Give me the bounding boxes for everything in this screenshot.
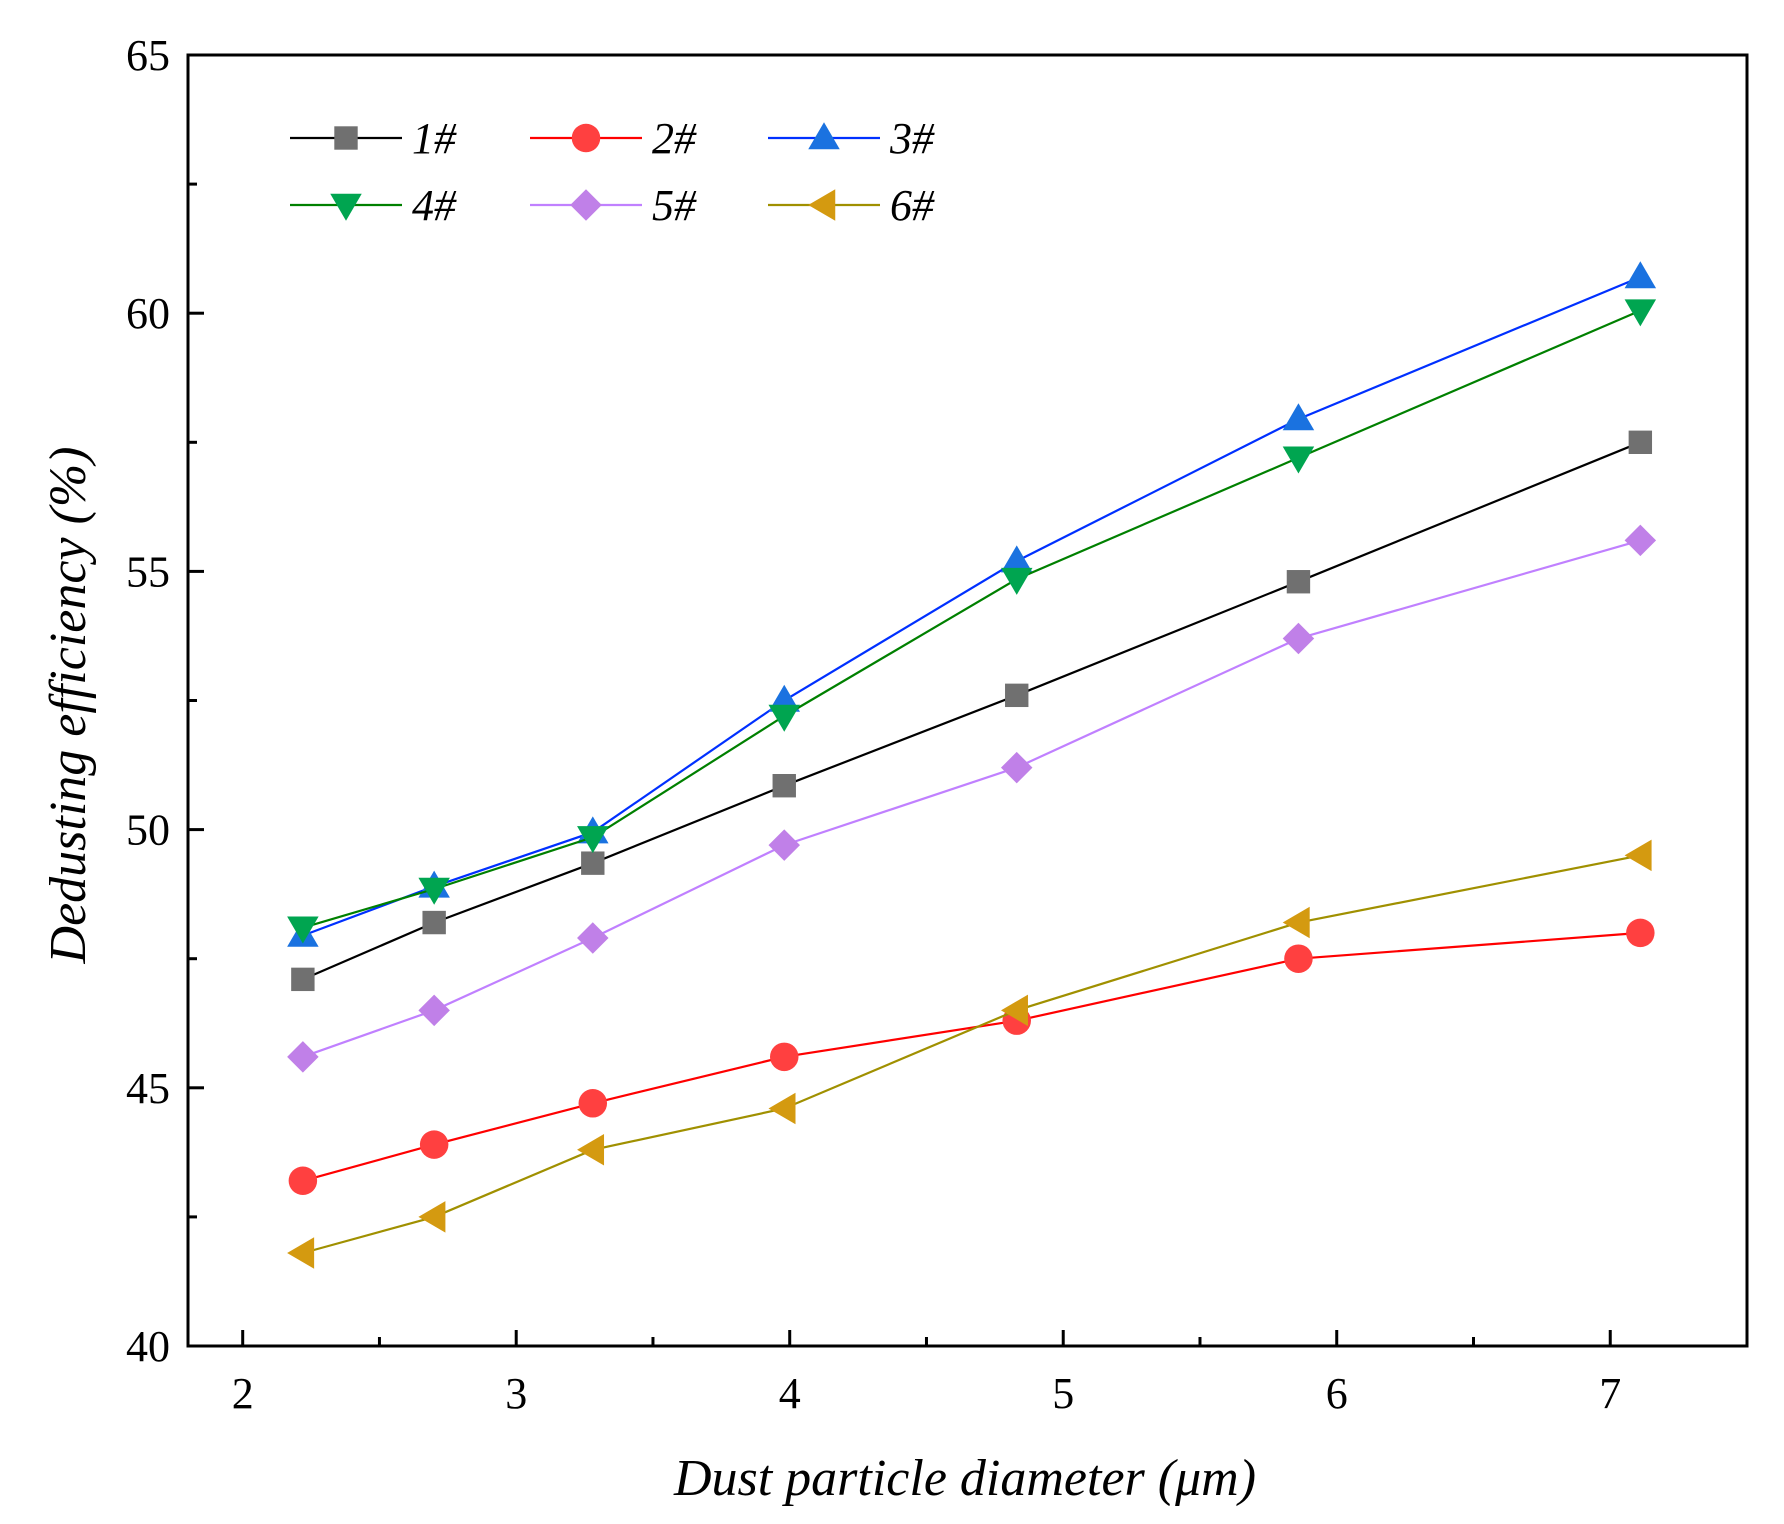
legend-label: 5# — [652, 181, 697, 230]
series-6-point — [418, 1201, 446, 1233]
series-2-point — [578, 1089, 608, 1118]
series-4-point — [1000, 567, 1033, 595]
series-1 — [291, 430, 1653, 992]
series-2-point — [419, 1130, 449, 1159]
legend-item-6: 6# — [768, 181, 935, 230]
x-axis-label: Dust particle diameter (μm) — [673, 1450, 1256, 1507]
series-5-point — [1624, 524, 1657, 557]
series-6-point — [287, 1237, 315, 1269]
series-6-point — [1000, 994, 1028, 1027]
series-1-point — [581, 851, 605, 875]
series-1-point — [291, 967, 315, 992]
frame-layer — [186, 53, 1749, 1348]
series-2-line — [302, 931, 1641, 1182]
series-1-point — [1005, 683, 1029, 708]
series-5-line — [302, 539, 1641, 1058]
series-6-point — [1282, 906, 1310, 939]
y-tick-label: 40 — [126, 1322, 170, 1371]
series-5-point — [768, 829, 800, 861]
series-5-point — [1000, 751, 1033, 784]
series-4-point — [1624, 299, 1657, 327]
series-5 — [287, 524, 1657, 1073]
series-5-point — [418, 994, 450, 1027]
series-4-point — [1282, 446, 1315, 474]
series-1-point — [1286, 570, 1311, 594]
series-5-point — [1282, 622, 1315, 655]
legend-marker — [571, 123, 601, 153]
y-tick-label: 45 — [126, 1064, 170, 1113]
legend-item-1: 1# — [290, 114, 457, 163]
series-3-point — [1000, 545, 1033, 573]
legend: 1# 2# 3# 4# 5# 6# — [290, 114, 935, 230]
x-tick-label: 6 — [1326, 1369, 1348, 1418]
legend-item-3: 3# — [768, 114, 935, 163]
series-2-point — [769, 1042, 799, 1072]
series-1-line — [302, 441, 1641, 981]
series-1-point — [772, 774, 796, 798]
y-tick-label: 60 — [126, 289, 170, 338]
series-6-point — [768, 1092, 796, 1125]
legend-item-2: 2# — [530, 114, 697, 163]
series-3 — [287, 261, 1657, 947]
legend-label: 1# — [412, 114, 457, 163]
legend-marker — [808, 122, 840, 150]
series-2-point — [1626, 918, 1655, 948]
series-6-line — [302, 854, 1641, 1255]
y-tick-label: 50 — [126, 806, 170, 855]
series-6 — [287, 839, 1652, 1269]
series-5-point — [287, 1041, 319, 1073]
series-6-point — [1624, 839, 1652, 872]
y-tick-label: 65 — [126, 31, 170, 80]
series-4-point — [768, 704, 800, 732]
series-3-point — [1282, 403, 1315, 431]
series-5-point — [577, 922, 609, 954]
series-4-line — [302, 309, 1641, 929]
legend-label: 2# — [652, 114, 697, 163]
series-4-point — [418, 877, 450, 905]
x-tick-label: 2 — [232, 1369, 254, 1418]
legend-marker — [334, 126, 358, 150]
legend-item-5: 5# — [530, 181, 697, 230]
series-2-point — [1284, 944, 1313, 973]
series-6-point — [577, 1134, 605, 1166]
legend-marker — [570, 189, 602, 221]
legend-item-4: 4# — [290, 181, 457, 230]
series-4-point — [287, 916, 319, 944]
legend-label: 4# — [412, 181, 457, 230]
y-axis-label: Dedusting efficiency (%) — [40, 447, 97, 965]
series-3-point — [1624, 261, 1657, 289]
y-tick-label: 55 — [126, 547, 170, 596]
legend-marker — [330, 193, 362, 221]
series-2 — [288, 918, 1655, 1196]
legend-label: 6# — [890, 181, 935, 230]
x-tick-label: 7 — [1599, 1369, 1621, 1418]
legend-label: 3# — [889, 114, 935, 163]
series-4-point — [577, 826, 609, 854]
x-tick-label: 3 — [505, 1369, 527, 1418]
series-1-point — [422, 910, 446, 935]
x-tick-label: 5 — [1052, 1369, 1074, 1418]
x-tick-label: 4 — [779, 1369, 801, 1418]
series-4 — [287, 299, 1657, 944]
plot-frame — [186, 53, 1749, 1348]
marks-layer — [287, 261, 1657, 1269]
series-1-point — [1628, 430, 1653, 454]
series-2-point — [288, 1166, 318, 1196]
legend-marker — [808, 189, 836, 221]
